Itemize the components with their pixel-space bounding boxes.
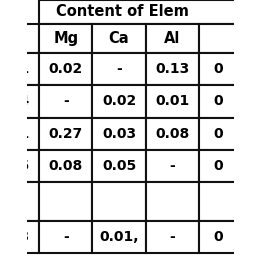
Bar (0, 150, 39, 182)
Text: -: - (169, 230, 175, 244)
Text: 0.04: 0.04 (0, 94, 30, 108)
Text: 0: 0 (214, 159, 223, 173)
Bar (199, 182, 238, 221)
Bar (146, 221, 199, 253)
Text: 0.01: 0.01 (0, 127, 30, 141)
Bar (199, 24, 238, 53)
Text: 0.01: 0.01 (0, 62, 30, 76)
Text: 0.35: 0.35 (0, 159, 30, 173)
Text: 0.03: 0.03 (0, 230, 30, 244)
Bar (39, 53, 92, 85)
Text: 0.01: 0.01 (155, 94, 189, 108)
Bar (39, 150, 92, 182)
Text: -: - (116, 62, 122, 76)
Bar (92, 221, 146, 253)
Bar (0, 24, 39, 53)
Bar (199, 118, 238, 150)
Bar (39, 0, 238, 24)
Text: Mg: Mg (53, 31, 78, 46)
Bar (39, 118, 92, 150)
Bar (146, 53, 199, 85)
Text: 0: 0 (214, 230, 223, 244)
Bar (146, 85, 199, 118)
Bar (146, 118, 199, 150)
Bar (92, 24, 146, 53)
Bar (0, 182, 39, 221)
Bar (199, 221, 238, 253)
Bar (0, 85, 39, 118)
Bar (92, 53, 146, 85)
Bar (39, 24, 92, 53)
Bar (0, 53, 39, 85)
Text: 0.01,: 0.01, (99, 230, 139, 244)
Text: 0: 0 (214, 94, 223, 108)
Bar (199, 53, 238, 85)
Text: 0.02: 0.02 (102, 94, 136, 108)
Text: 0.08: 0.08 (49, 159, 83, 173)
Bar (92, 118, 146, 150)
Text: 0.05: 0.05 (102, 159, 136, 173)
Bar (0, 221, 39, 253)
Text: Al: Al (164, 31, 180, 46)
Text: Content of Elem: Content of Elem (56, 4, 189, 19)
Bar (199, 150, 238, 182)
Bar (0, 0, 27, 280)
Bar (199, 85, 238, 118)
Text: Ca: Ca (109, 31, 129, 46)
Text: 0.08: 0.08 (155, 127, 189, 141)
Bar (92, 150, 146, 182)
Bar (146, 182, 199, 221)
Text: -: - (63, 230, 69, 244)
Text: 0: 0 (214, 127, 223, 141)
Bar (0, 118, 39, 150)
Text: 0.03: 0.03 (102, 127, 136, 141)
Bar (39, 85, 92, 118)
Bar (146, 150, 199, 182)
Bar (234, 0, 280, 280)
Text: 0.02: 0.02 (49, 62, 83, 76)
Bar (39, 182, 92, 221)
Bar (92, 182, 146, 221)
Bar (146, 24, 199, 53)
Text: -: - (63, 94, 69, 108)
Text: -: - (169, 159, 175, 173)
Bar (92, 85, 146, 118)
Text: 0.13: 0.13 (155, 62, 189, 76)
Text: 0.27: 0.27 (49, 127, 83, 141)
Bar (39, 221, 92, 253)
Text: Cu: Cu (2, 31, 23, 46)
Text: 0: 0 (214, 62, 223, 76)
